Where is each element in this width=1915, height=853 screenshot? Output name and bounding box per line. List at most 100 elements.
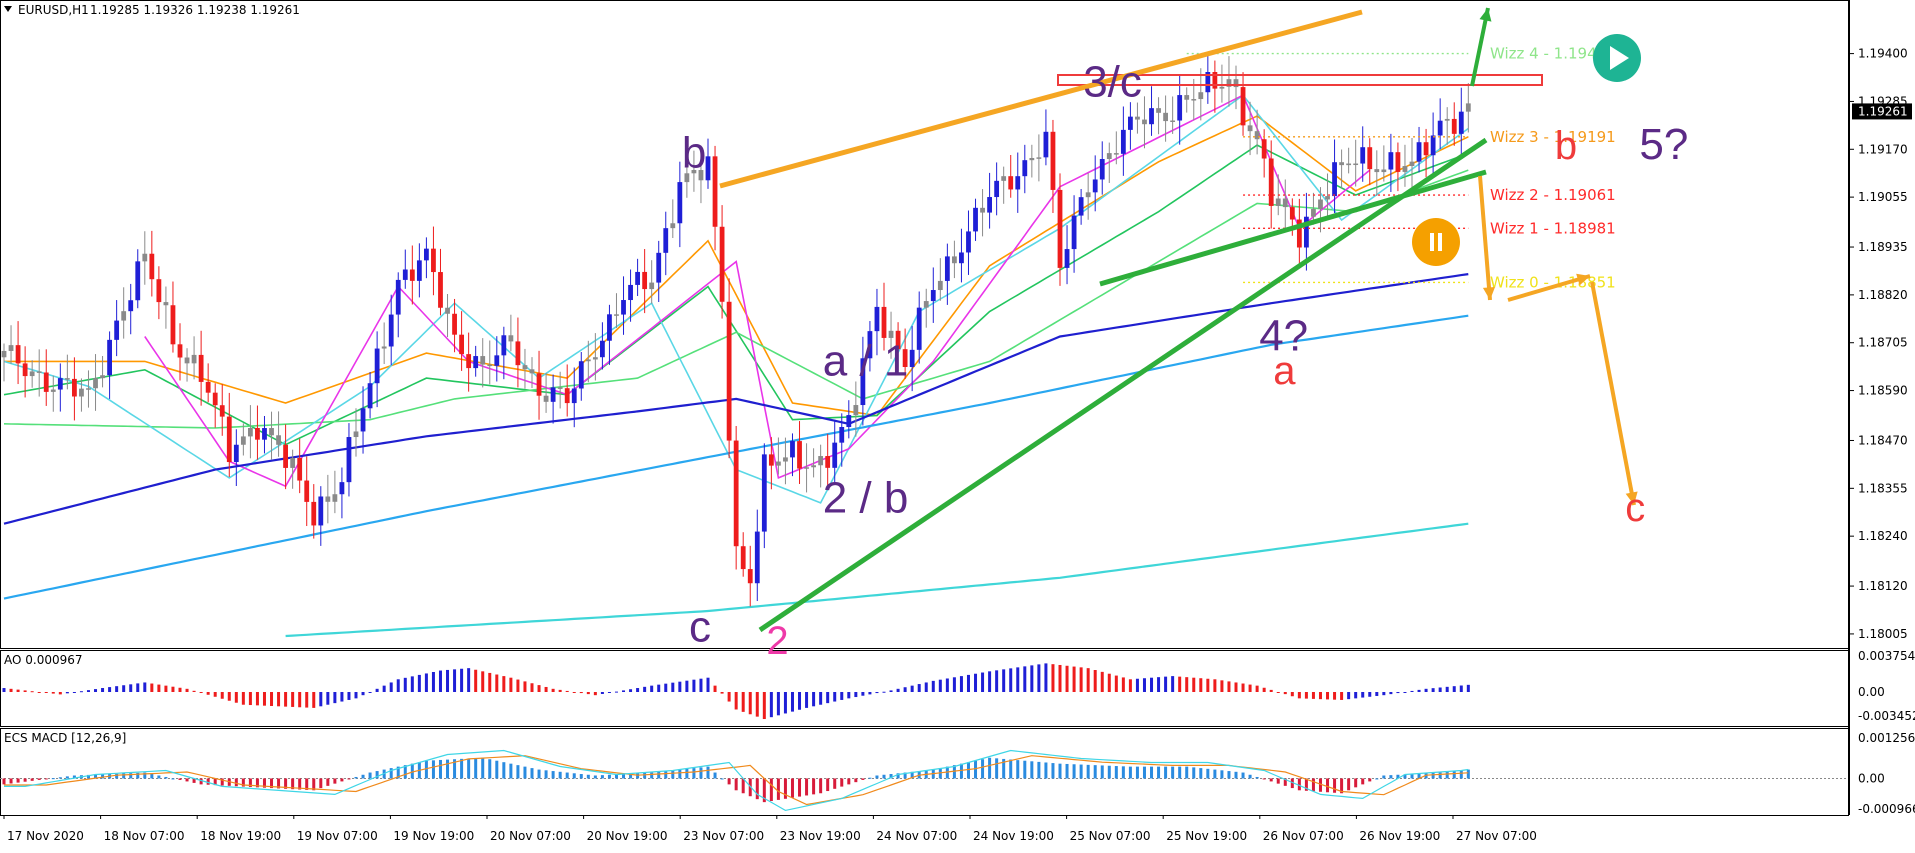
ao-bar [23, 690, 27, 692]
candle-body [480, 356, 486, 365]
candle-body [1219, 86, 1225, 89]
macd-bar [136, 772, 140, 779]
candle-body [198, 354, 204, 382]
ao-bar [1142, 678, 1146, 692]
ao-bar [143, 682, 147, 692]
candle-body [684, 173, 690, 183]
candle-body [1381, 169, 1387, 173]
macd-bar [319, 778, 323, 789]
ao-bar [1199, 678, 1203, 692]
ao-bar [502, 676, 506, 692]
candle-body [1149, 108, 1154, 125]
macd-bar [790, 778, 794, 798]
candle-body [1078, 197, 1084, 216]
macd-bar [410, 763, 414, 779]
candle-body [670, 223, 676, 229]
macd-bar [622, 774, 626, 779]
candle-body [585, 359, 591, 362]
macd-bar [685, 768, 689, 779]
macd-bar [671, 770, 675, 779]
candle-body [642, 271, 648, 290]
ao-bar [1361, 692, 1365, 698]
candle-body [1233, 79, 1239, 88]
macd-bar [86, 774, 90, 779]
candle-body [1409, 161, 1415, 167]
ao-bar [1375, 692, 1379, 696]
ao-bar [861, 692, 865, 696]
ao-bar [136, 683, 140, 692]
candle-body [262, 428, 267, 440]
candle-body [937, 280, 943, 291]
macd-bar [115, 773, 119, 779]
candle-body [973, 207, 978, 232]
indicator-line-2 [3, 169, 1469, 429]
macd-bar [403, 765, 407, 779]
macd-tick-label: -0.0009668 [1858, 802, 1915, 816]
ao-bar [565, 690, 569, 692]
ao-bar [1354, 692, 1358, 699]
macd-bar [896, 773, 900, 779]
candle-body [1325, 196, 1330, 200]
macd-bar [1431, 772, 1435, 779]
macd-bar [572, 773, 576, 779]
pane-frame-2 [0, 728, 1849, 816]
ao-bar [185, 688, 189, 692]
ao-bar [544, 686, 548, 692]
candle-body [248, 427, 253, 437]
candle-body [719, 226, 725, 302]
candle-body [825, 456, 831, 468]
macd-bar [1009, 759, 1013, 779]
candle-body [170, 305, 176, 345]
macd-bar [305, 778, 309, 790]
ao-bar [1297, 692, 1301, 699]
candle-body [8, 345, 14, 351]
macd-bar [248, 778, 252, 787]
macd-bar [882, 774, 886, 779]
ao-bar [1318, 692, 1322, 700]
candle-body [1001, 176, 1007, 181]
macd-bar [171, 778, 175, 780]
ao-bar [333, 692, 337, 704]
macd-bar [1121, 766, 1125, 779]
ao-bar [966, 674, 970, 692]
ao-bar [305, 692, 309, 708]
macd-bar [1410, 774, 1414, 779]
candle-body [1268, 158, 1274, 206]
ao-bar [1262, 687, 1266, 692]
candle-body [1346, 163, 1352, 166]
macd-bar [72, 775, 76, 779]
macd-bar [1276, 778, 1280, 784]
macd-bar [1452, 771, 1456, 779]
ao-bar [1051, 664, 1055, 692]
ao-bar [741, 692, 745, 712]
ao-bar [16, 689, 20, 692]
macd-bar [974, 760, 978, 779]
macd-bar [1375, 778, 1379, 780]
chart-symbol-timeframe: EURUSD,H1 [18, 3, 89, 17]
macd-bar [1326, 778, 1330, 793]
time-tick-label: 26 Nov 07:00 [1263, 829, 1344, 843]
candle-body [1050, 131, 1056, 190]
candle-body [452, 313, 457, 335]
macd-bar [833, 778, 837, 789]
macd-bar [840, 778, 844, 787]
candle-body [1113, 153, 1119, 155]
ao-bar [382, 685, 386, 692]
ao-label: AO 0.000967 [4, 653, 83, 667]
candle-body [839, 427, 845, 443]
ao-bar [1227, 681, 1231, 692]
ao-bar [460, 668, 464, 692]
candle-body [1465, 103, 1471, 112]
ao-bar [727, 692, 731, 702]
ao-bar [2, 688, 6, 692]
macd-bar [1114, 766, 1118, 779]
ao-bar [1396, 692, 1400, 694]
ao-bar [959, 676, 963, 692]
macd-bar [1157, 766, 1161, 779]
ao-bar [924, 682, 928, 692]
candle-body [72, 378, 77, 397]
ao-bar [1452, 686, 1456, 692]
macd-bar [51, 778, 55, 780]
candle-body [107, 339, 112, 376]
ao-bar [819, 692, 823, 705]
